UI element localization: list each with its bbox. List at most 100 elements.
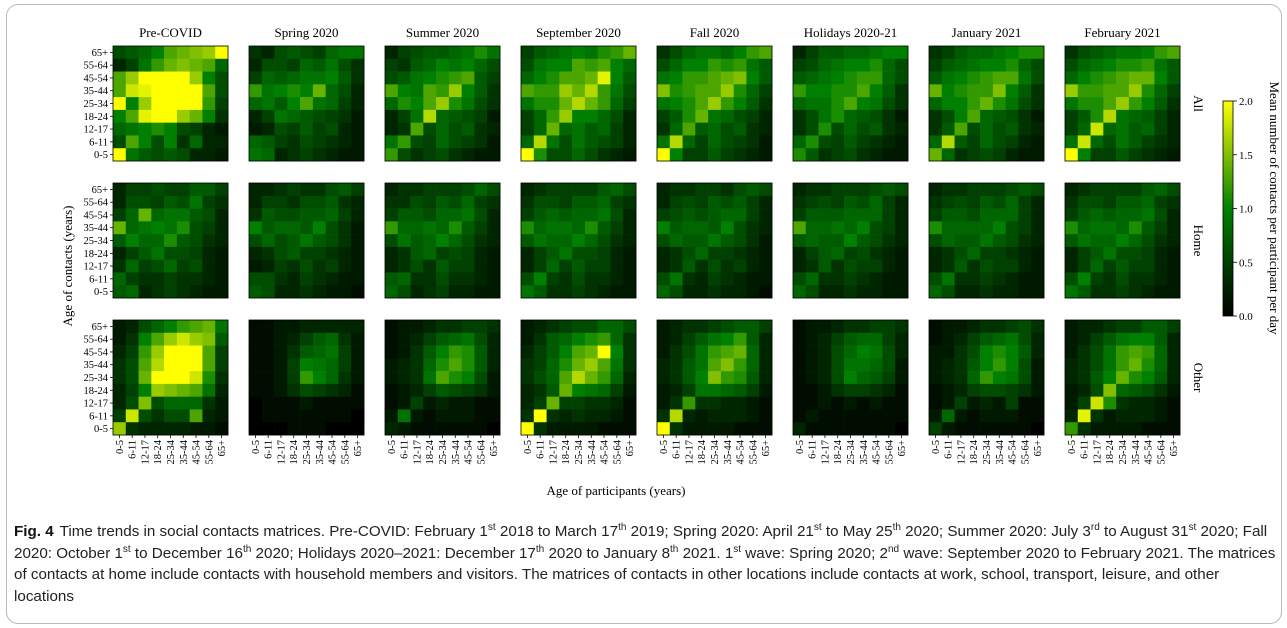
heatmap-cell	[967, 234, 981, 248]
heatmap-cell	[533, 221, 547, 235]
heatmap-cell	[882, 332, 896, 346]
heatmap-cell	[1154, 371, 1168, 385]
heatmap-cell	[436, 208, 450, 222]
heatmap-cell	[521, 183, 535, 197]
heatmap-cell	[533, 259, 547, 273]
heatmap-cell	[287, 109, 301, 123]
heatmap-cell	[151, 208, 165, 222]
heatmap-cell	[882, 183, 896, 197]
heatmap-cell	[385, 46, 399, 60]
heatmap-cell	[151, 183, 165, 197]
x-tick-label: 45-54	[736, 439, 747, 464]
heatmap-cell	[176, 383, 190, 397]
heatmap-cell	[1090, 46, 1104, 60]
heatmap-cell	[461, 246, 475, 260]
heatmap-cell	[461, 221, 475, 235]
heatmap-cell	[164, 332, 178, 346]
heatmap-cell	[818, 259, 832, 273]
heatmap-cell	[793, 371, 807, 385]
heatmap-cell	[941, 320, 955, 334]
heatmap-cell	[385, 358, 399, 372]
heatmap-cell	[623, 84, 637, 98]
heatmap-cell	[1167, 183, 1181, 197]
heatmap-cell	[597, 332, 611, 346]
heatmap-cell	[992, 208, 1006, 222]
heatmap-cell	[1128, 345, 1142, 359]
heatmap-cell	[300, 259, 314, 273]
heatmap-cell	[856, 58, 870, 72]
heatmap-cell	[1090, 422, 1104, 436]
heatmap-cell	[448, 409, 462, 423]
heatmap-cell	[967, 221, 981, 235]
heatmap-cell	[1154, 396, 1168, 410]
heatmap-cell	[708, 345, 722, 359]
heatmap-cell	[533, 97, 547, 111]
x-tick-label: 0-5	[251, 440, 262, 454]
heatmap-cell	[992, 320, 1006, 334]
heatmap-cell	[610, 109, 624, 123]
heatmap-cell	[669, 183, 683, 197]
colorbar-label: Mean number of contacts per participant …	[1267, 81, 1282, 335]
caption-text: Time trends in social contacts matrices.…	[14, 521, 1276, 605]
heatmap-cell	[805, 71, 819, 85]
heatmap-cell	[312, 135, 326, 149]
heatmap-cell	[474, 358, 488, 372]
heatmap-cell	[385, 285, 399, 299]
heatmap-cell	[882, 345, 896, 359]
heatmap-cell	[720, 183, 734, 197]
heatmap-cell	[1128, 122, 1142, 136]
heatmap-panel: 65+55-6445-5435-4425-3418-2412-176-110-5…	[84, 319, 229, 465]
heatmap-panel	[384, 45, 501, 162]
heatmap-cell	[397, 97, 411, 111]
heatmap-cell	[929, 195, 943, 209]
heatmap-cell	[584, 396, 598, 410]
heatmap-cell	[720, 58, 734, 72]
heatmap-cell	[856, 97, 870, 111]
heatmap-cell	[559, 122, 573, 136]
heatmap-cell	[1077, 259, 1091, 273]
heatmap-cell	[610, 259, 624, 273]
heatmap-cell	[1065, 46, 1079, 60]
heatmap-cell	[1005, 422, 1019, 436]
heatmap-cell	[176, 221, 190, 235]
heatmap-cell	[410, 422, 424, 436]
heatmap-cell	[967, 383, 981, 397]
heatmap-cell	[249, 246, 263, 260]
heatmap-cell	[597, 58, 611, 72]
heatmap-cell	[733, 71, 747, 85]
heatmap-cell	[261, 221, 275, 235]
heatmap-cell	[1031, 84, 1045, 98]
heatmap-cell	[1141, 122, 1155, 136]
heatmap-cell	[1128, 396, 1142, 410]
heatmap-cell	[623, 109, 637, 123]
x-tick-label: 25-34	[574, 439, 585, 464]
heatmap-cell	[941, 109, 955, 123]
heatmap-cell	[274, 246, 288, 260]
heatmap-cell	[559, 148, 573, 162]
heatmap-cell	[325, 246, 339, 260]
heatmap-cell	[533, 285, 547, 299]
heatmap-cell	[461, 259, 475, 273]
colorbar-tick-label: 0.0	[1239, 311, 1253, 323]
heatmap-cell	[521, 272, 535, 286]
heatmap-cell	[682, 195, 696, 209]
heatmap-cell	[805, 259, 819, 273]
heatmap-cell	[125, 383, 139, 397]
heatmap-cell	[521, 345, 535, 359]
heatmap-cell	[151, 383, 165, 397]
heatmap-cell	[113, 383, 127, 397]
heatmap-cell	[113, 148, 127, 162]
heatmap-cell	[546, 272, 560, 286]
heatmap-cell	[138, 46, 152, 60]
heatmap-cell	[746, 234, 760, 248]
heatmap-cell	[151, 345, 165, 359]
heatmap-cell	[1167, 58, 1181, 72]
heatmap-cell	[584, 285, 598, 299]
heatmap-cell	[125, 332, 139, 346]
x-tick-label: 12-17	[820, 440, 831, 465]
panel-border	[792, 182, 909, 299]
heatmap-cell	[695, 122, 709, 136]
heatmap-cell	[436, 332, 450, 346]
heatmap-cell	[954, 371, 968, 385]
heatmap-cell	[992, 97, 1006, 111]
